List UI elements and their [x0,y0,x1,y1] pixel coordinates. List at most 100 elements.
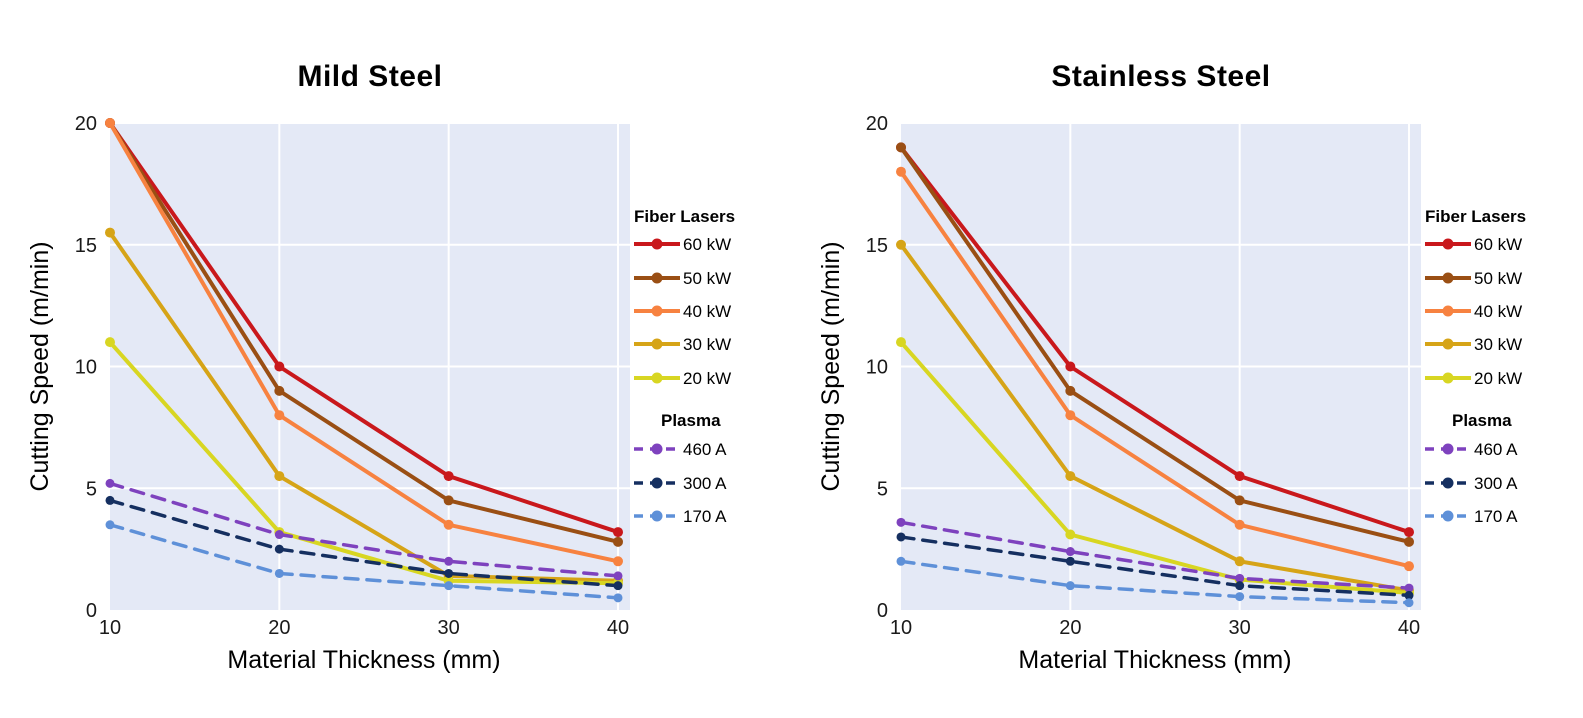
legend-label-40-kw: 40 kW [1474,302,1522,321]
x-tick-label: 30 [1229,617,1251,639]
series-marker-460-a [896,517,906,527]
legend-marker-170-a [651,510,663,522]
series-line-60-kw [108,121,620,535]
series-marker-460-a [1065,547,1075,557]
series-marker-40-kw [105,118,115,128]
y-tick-label: 5 [86,478,97,500]
legend-label-20-kw: 20 kW [1474,369,1522,388]
legend-marker-60-kw [651,238,663,250]
series-marker-300-a [105,495,115,505]
series-marker-20-kw [105,337,115,348]
series-line-20-kw [899,340,1411,595]
legend-label-40-kw: 40 kW [683,302,731,321]
legend-marker-50-kw [1442,272,1454,284]
legend-marker-300-a [1442,477,1454,489]
series-marker-30-kw [896,239,906,250]
legend-marker-30-kw [651,338,663,350]
x-tick-label: 10 [99,617,121,639]
series-line-300-a [899,535,1411,598]
series-marker-170-a [1404,598,1414,608]
series-marker-50-kw [896,142,906,153]
y-axis-title: Cutting Speed (m/min) [817,241,845,491]
legend-label-50-kw: 50 kW [683,269,731,288]
series-line-30-kw [899,242,1411,593]
series-line-20-kw [108,340,620,586]
legend-header-plasma: Plasma [661,411,721,430]
series-marker-60-kw [613,527,623,538]
y-tick-label: 20 [866,113,888,135]
x-tick-label: 40 [607,617,629,639]
series-marker-300-a [1404,590,1414,600]
legend-label-50-kw: 50 kW [1474,269,1522,288]
x-tick-label: 20 [268,617,290,639]
series-marker-50-kw [613,536,623,547]
legend-marker-40-kw [651,305,663,317]
series-marker-300-a [613,581,623,591]
series-marker-20-kw [896,337,906,348]
legend-label-460-a: 460 A [683,440,727,459]
series-marker-460-a [1235,573,1245,583]
series-line-60-kw [899,145,1411,535]
series-marker-170-a [444,581,454,591]
legend-marker-20-kw [651,372,663,384]
series-marker-50-kw [443,495,454,506]
series-marker-60-kw [443,471,454,482]
legend-marker-170-a [1442,510,1454,522]
y-tick-label: 0 [86,600,97,622]
series-marker-460-a [105,478,115,488]
legend-label-20-kw: 20 kW [683,369,731,388]
series-marker-60-kw [1234,471,1245,482]
series-marker-170-a [1065,581,1075,591]
legend-marker-460-a [1442,443,1454,455]
series-marker-170-a [896,556,906,566]
series-marker-170-a [613,593,623,603]
legend-label-30-kw: 30 kW [1474,335,1522,354]
series-marker-170-a [1235,592,1245,602]
series-line-40-kw [108,121,620,564]
series-marker-40-kw [443,519,454,530]
series-marker-300-a [444,568,454,578]
series-marker-30-kw [1234,556,1245,567]
series-marker-170-a [105,520,115,530]
legend-label-460-a: 460 A [1474,440,1518,459]
series-line-300-a [108,498,620,588]
series-marker-60-kw [1065,361,1076,372]
legend-label-60-kw: 60 kW [683,235,731,254]
series-line-40-kw [899,169,1411,569]
series-marker-30-kw [274,471,285,482]
legend-label-170-a: 170 A [1474,507,1518,526]
series-marker-40-kw [1234,519,1245,530]
series-marker-300-a [274,544,284,554]
chart-title-mild-steel: Mild Steel [297,60,443,93]
legend-header-fiber-lasers: Fiber Lasers [1425,207,1526,226]
y-tick-label: 0 [877,600,888,622]
series-line-170-a [899,559,1411,605]
chart-mild-steel: Mild Steel 0 5 10 15 20 10 20 30 40 Material Thic… [0,0,791,718]
series-line-170-a [108,523,620,600]
series-line-460-a [108,481,620,578]
series-marker-50-kw [1234,495,1245,506]
legend-marker-460-a [651,443,663,455]
x-tick-label: 10 [890,617,912,639]
series-marker-40-kw [1404,561,1414,572]
series-marker-40-kw [1065,410,1076,421]
series-marker-40-kw [896,166,906,177]
legend-marker-50-kw [651,272,663,284]
x-axis-title: Material Thickness (mm) [227,646,500,674]
y-tick-label: 15 [75,235,97,257]
x-tick-label: 40 [1398,617,1420,639]
chart-title-stainless-steel: Stainless Steel [1051,60,1271,93]
legend-label-60-kw: 60 kW [1474,235,1522,254]
series-marker-50-kw [1065,385,1076,396]
mild-steel-plot: 0 5 10 15 20 10 20 30 40 Material Thickness (mm) C… [26,113,735,674]
series-marker-30-kw [1065,471,1076,482]
series-marker-300-a [896,532,906,542]
series-marker-300-a [1235,581,1245,591]
series-marker-300-a [1065,556,1075,566]
legend-marker-20-kw [1442,372,1454,384]
legend-marker-60-kw [1442,238,1454,250]
legend-label-300-a: 300 A [1474,474,1518,493]
legend-label-300-a: 300 A [683,474,727,493]
series-line-50-kw [108,121,620,544]
